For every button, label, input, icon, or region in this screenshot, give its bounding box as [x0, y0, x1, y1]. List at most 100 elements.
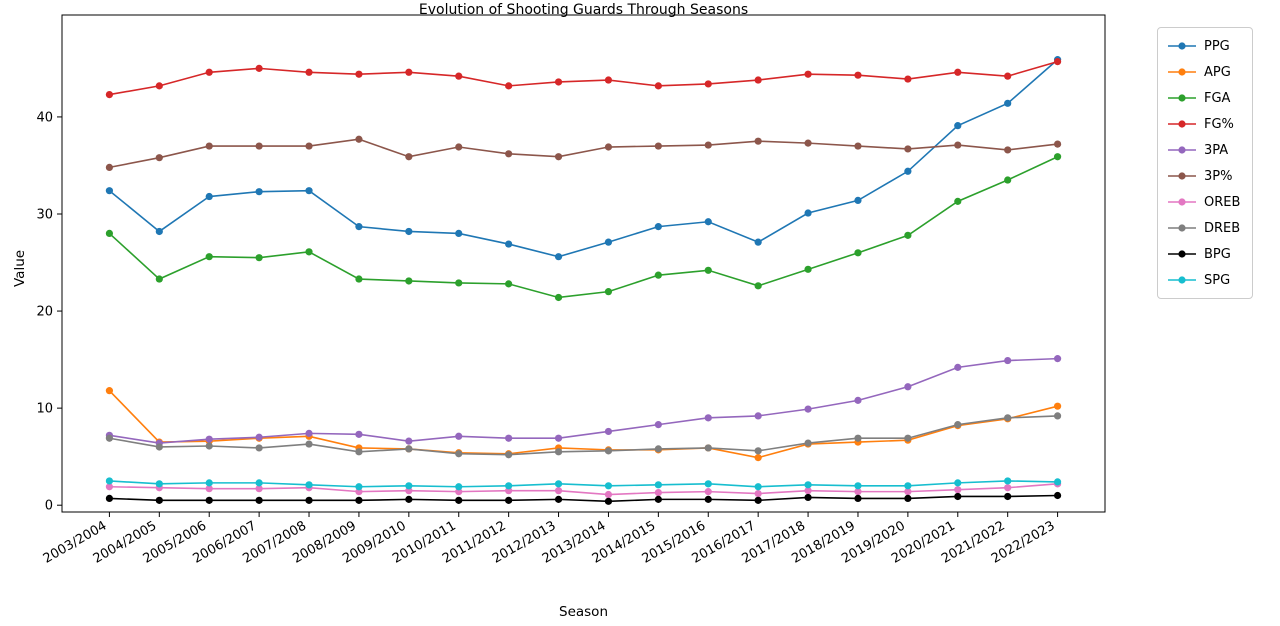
- legend-swatch-icon: [1168, 146, 1196, 154]
- series-point-oreb: [904, 488, 912, 496]
- legend-label: PPG: [1204, 38, 1230, 54]
- series-point-spg: [505, 482, 513, 490]
- series-point-bpg: [505, 496, 513, 504]
- series-point-fgpct: [854, 71, 862, 79]
- series-point-fgpct: [255, 64, 263, 72]
- series-point-fgpct: [604, 76, 613, 84]
- series-point-fgpct: [355, 70, 363, 78]
- series-point-fga: [505, 280, 513, 288]
- series-point-bpg: [205, 496, 213, 504]
- series-point-3pa: [355, 430, 363, 438]
- series-point-fgpct: [105, 90, 114, 99]
- series-point-spg: [355, 483, 363, 491]
- series-point-3ppct: [155, 154, 163, 162]
- series-point-dreb: [305, 440, 313, 448]
- legend-swatch-icon: [1168, 198, 1196, 206]
- series-point-fga: [704, 266, 712, 274]
- series-point-oreb: [654, 488, 662, 497]
- legend-label: 3PA: [1204, 142, 1229, 158]
- y-tick-label: 40: [36, 110, 53, 125]
- series-point-fga: [604, 288, 613, 296]
- series-point-3pa: [1053, 355, 1062, 363]
- series-point-3ppct: [804, 139, 812, 147]
- series-point-dreb: [704, 444, 712, 452]
- series-point-bpg: [854, 494, 862, 503]
- legend-label: DREB: [1204, 220, 1241, 236]
- series-point-dreb: [604, 447, 613, 455]
- series-point-bpg: [305, 496, 313, 504]
- series-point-dreb: [505, 451, 513, 459]
- series-point-dreb: [854, 434, 862, 442]
- series-point-fgpct: [205, 68, 213, 76]
- series-point-bpg: [604, 497, 613, 505]
- legend-label: FG%: [1204, 116, 1234, 132]
- legend-swatch-icon: [1168, 172, 1196, 180]
- series-point-fgpct: [554, 78, 563, 86]
- series-point-fgpct: [455, 72, 463, 80]
- series-point-3ppct: [604, 143, 613, 151]
- y-tick-label: 20: [36, 305, 53, 320]
- series-point-bpg: [654, 495, 662, 503]
- series-point-3pa: [854, 396, 862, 404]
- series-point-3ppct: [754, 137, 762, 145]
- series-point-spg: [455, 483, 463, 491]
- y-axis-label: Value: [12, 249, 28, 287]
- series-point-dreb: [405, 445, 413, 453]
- series-point-bpg: [155, 496, 163, 504]
- series-point-fga: [405, 277, 413, 285]
- series-line-oreb: [109, 483, 1058, 496]
- series-point-bpg: [355, 496, 363, 504]
- series-point-3pa: [704, 414, 712, 422]
- legend-label: APG: [1204, 64, 1231, 80]
- legend-marker: [1178, 250, 1186, 258]
- series-point-3pa: [1004, 356, 1012, 365]
- series-point-3ppct: [1053, 140, 1062, 148]
- series-point-3pa: [205, 435, 213, 443]
- series-point-spg: [554, 480, 563, 488]
- series-point-3pa: [604, 427, 613, 436]
- series-point-spg: [105, 477, 114, 485]
- series-point-dreb: [455, 450, 463, 458]
- series-point-oreb: [205, 485, 213, 493]
- legend-label: 3P%: [1204, 168, 1233, 184]
- series-point-fga: [305, 248, 313, 256]
- series-point-apg: [1053, 402, 1062, 410]
- series-line-fgpct: [109, 60, 1058, 96]
- series-point-spg: [305, 481, 313, 489]
- series-point-spg: [654, 481, 662, 489]
- series-point-bpg: [754, 496, 762, 504]
- legend-marker: [1178, 42, 1186, 50]
- series-point-fgpct: [654, 82, 662, 90]
- series-point-3ppct: [505, 150, 513, 158]
- series-point-3pa: [754, 412, 762, 420]
- series-line-spg: [109, 480, 1058, 488]
- legend-item-bpg: BPG: [1167, 243, 1240, 265]
- series-point-fgpct: [505, 82, 513, 90]
- series-point-fgpct: [754, 76, 762, 84]
- series-point-oreb: [1004, 484, 1012, 492]
- series-point-fga: [455, 279, 463, 287]
- series-point-3ppct: [654, 142, 662, 150]
- series-point-ppg: [205, 192, 213, 201]
- series-point-3ppct: [904, 145, 912, 153]
- series-point-dreb: [105, 434, 114, 442]
- series-point-spg: [754, 483, 762, 491]
- series-point-3pa: [904, 383, 912, 391]
- series-point-bpg: [804, 493, 812, 502]
- series-point-ppg: [554, 253, 563, 261]
- series-point-ppg: [904, 167, 912, 175]
- series-point-spg: [155, 480, 163, 488]
- series-point-3ppct: [1004, 146, 1012, 154]
- series-point-oreb: [604, 490, 613, 499]
- series-point-dreb: [754, 447, 762, 455]
- series-point-3ppct: [255, 142, 263, 150]
- series-point-spg: [804, 481, 812, 489]
- series-point-dreb: [654, 445, 662, 453]
- legend-item-3pa: 3PA: [1167, 139, 1240, 161]
- series-point-3pa: [255, 433, 263, 441]
- series-point-3ppct: [405, 153, 413, 161]
- legend-label: FGA: [1204, 90, 1231, 106]
- series-point-bpg: [255, 496, 263, 504]
- legend-item-dreb: DREB: [1167, 217, 1240, 239]
- legend-marker: [1178, 276, 1186, 284]
